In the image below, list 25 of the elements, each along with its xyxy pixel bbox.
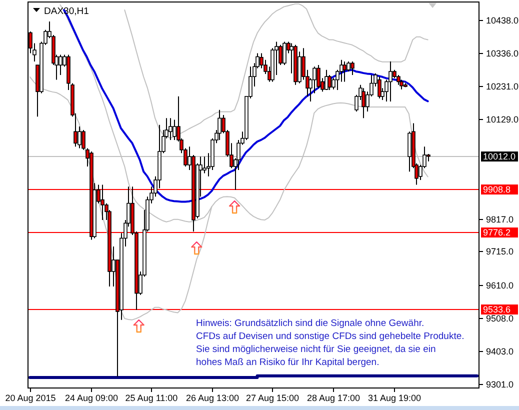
y-tick-label: 9817.0 <box>486 214 514 224</box>
y-tick-label: 9403.0 <box>486 346 514 356</box>
x-tick-label: 31 Aug 19:00 <box>368 393 422 403</box>
annotation: CFDs auf Devisen und sonstige CFDs sind gehebelte Produkte. <box>196 330 464 342</box>
y-tick-label: 9715.0 <box>486 246 514 256</box>
y-tick-label: 10231.0 <box>486 82 519 92</box>
annotation: Sie sind möglicherweise nicht für Sie geeignet, da sie ein <box>196 344 436 354</box>
ref-line-label: 9776.2 <box>483 228 511 238</box>
annotation: Hinweis: Grundsätzlich sind die Signale ohne Gewähr. <box>196 318 424 328</box>
x-tick-label: 25 Aug 11:00 <box>125 393 178 403</box>
y-tick-label: 9508.0 <box>486 314 514 324</box>
ref-line-label: 9908.8 <box>483 184 511 194</box>
x-tick-label: 27 Aug 15:00 <box>246 393 300 403</box>
ref-line-label: 9533.6 <box>483 304 511 314</box>
x-tick-label: 20 Aug 2015 <box>5 393 56 403</box>
y-tick-label: 10336.0 <box>486 48 519 58</box>
x-tick-label: 26 Aug 13:00 <box>186 393 240 403</box>
y-tick-label: 9610.0 <box>486 280 514 290</box>
y-tick-label: 10438.0 <box>486 16 519 26</box>
x-tick-label: 24 Aug 09:00 <box>64 393 118 403</box>
y-tick-label: 10129.0 <box>486 114 519 124</box>
y-tick-label: 9301.0 <box>486 380 514 390</box>
ref-line-label: 10012.0 <box>483 152 516 162</box>
annotation: hohes Maß an Risiko für Ihr Kapital bergen. <box>196 356 380 368</box>
x-tick-label: 28 Aug 17:00 <box>306 393 360 403</box>
